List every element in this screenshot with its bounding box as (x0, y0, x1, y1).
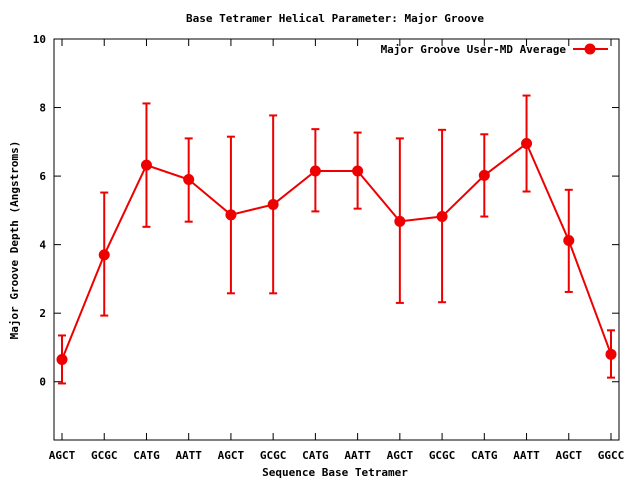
y-axis-label: Major Groove Depth (Angstroms) (8, 141, 21, 340)
x-tick-label: GCGC (260, 449, 287, 462)
data-point (394, 215, 406, 227)
data-point (521, 138, 533, 150)
error-bars (58, 94, 615, 385)
y-tick-label: 10 (33, 33, 46, 46)
x-tick-label: GGCC (598, 449, 625, 462)
x-axis-label: Sequence Base Tetramer (262, 466, 408, 479)
data-point (605, 348, 617, 360)
data-point (56, 353, 68, 365)
y-tick-label: 0 (39, 376, 46, 389)
data-point (352, 165, 364, 177)
x-tick-label: GCGC (91, 449, 118, 462)
series-group (56, 138, 617, 365)
axis-ticks: 0 2 4 6 8 10 AGCT GCGC CATG AATT AGCT GCGC CATG AATT A… (33, 33, 625, 462)
x-tick-label: AATT (513, 449, 540, 462)
y-tick-label: 8 (39, 102, 46, 115)
x-tick-label: AATT (175, 449, 202, 462)
data-point (309, 165, 321, 177)
data-point (183, 174, 195, 186)
data-point (225, 209, 237, 221)
x-tick-label: AATT (344, 449, 371, 462)
data-point (436, 211, 448, 223)
x-tick-label: AGCT (387, 449, 414, 462)
x-tick-label: AGCT (49, 449, 76, 462)
y-tick-label: 4 (39, 239, 46, 252)
data-point (563, 235, 575, 247)
data-point (267, 199, 279, 211)
series-line (61, 141, 612, 360)
x-tick-label: GCGC (429, 449, 456, 462)
x-tick-label: CATG (471, 449, 498, 462)
y-tick-label: 2 (39, 307, 46, 320)
legend-marker (584, 43, 596, 55)
x-tick-label: AGCT (556, 449, 583, 462)
chart-title: Base Tetramer Helical Parameter: Major G… (186, 12, 484, 25)
data-point (478, 169, 490, 181)
x-tick-label: CATG (133, 449, 160, 462)
data-point (98, 249, 110, 261)
legend-label: Major Groove User-MD Average (381, 43, 567, 56)
x-tick-label: AGCT (218, 449, 245, 462)
legend: Major Groove User-MD Average (381, 43, 608, 56)
data-point (140, 159, 152, 171)
plot-frame (53, 38, 620, 441)
x-tick-label: CATG (302, 449, 329, 462)
y-tick-label: 6 (39, 170, 46, 183)
